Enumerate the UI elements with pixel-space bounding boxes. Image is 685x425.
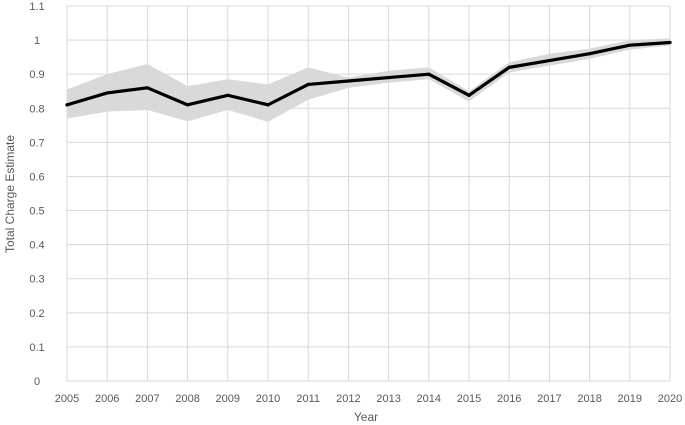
x-tick-label: 2005 xyxy=(55,393,79,405)
series-lines xyxy=(65,40,672,107)
y-tick-label: 0.6 xyxy=(29,171,44,183)
x-tick-label: 2011 xyxy=(296,393,320,405)
x-tick-label: 2016 xyxy=(497,393,521,405)
x-tick-label: 2017 xyxy=(537,393,561,405)
data-point xyxy=(65,103,69,107)
grid-lines xyxy=(66,5,671,382)
x-tick-label: 2019 xyxy=(618,393,642,405)
y-tick-label: 1 xyxy=(34,35,40,47)
x-tick-label: 2010 xyxy=(256,393,280,405)
y-tick-label: 0.9 xyxy=(29,69,44,81)
y-tick-labels: 0 0.1 0.2 0.3 0.4 0.5 0.6 0.7 0.8 0.9 1 1.1 xyxy=(29,1,44,388)
data-point xyxy=(266,103,270,107)
x-tick-label: 2006 xyxy=(95,393,119,405)
x-tick-label: 2007 xyxy=(135,393,159,405)
data-point xyxy=(588,52,592,56)
x-axis-title: Year xyxy=(354,410,378,424)
data-point xyxy=(306,82,310,87)
y-tick-label: 0.5 xyxy=(29,206,44,218)
x-tick-label: 2020 xyxy=(658,393,682,405)
x-tick-label: 2018 xyxy=(577,393,601,405)
x-tick-label: 2013 xyxy=(376,393,400,405)
x-tick-label: 2014 xyxy=(417,393,441,405)
y-tick-label: 0.4 xyxy=(29,240,44,252)
data-point xyxy=(547,58,552,63)
data-point xyxy=(145,86,149,90)
data-point xyxy=(226,93,230,97)
y-tick-label: 1.1 xyxy=(29,1,44,13)
y-tick-label: 0.7 xyxy=(29,137,44,149)
data-point xyxy=(346,79,350,83)
x-tick-label: 2008 xyxy=(175,393,199,405)
y-axis-title: Total Charge Estimate xyxy=(3,135,17,253)
data-point xyxy=(628,43,632,47)
x-tick-label: 2009 xyxy=(216,393,240,405)
y-tick-label: 0.3 xyxy=(29,274,44,286)
data-point xyxy=(186,103,190,107)
data-point xyxy=(105,91,109,95)
y-tick-label: 0.2 xyxy=(29,308,44,320)
x-tick-label: 2012 xyxy=(336,393,360,405)
data-point xyxy=(387,75,391,80)
data-point xyxy=(467,93,471,97)
x-tick-labels: 2005 2006 2007 2008 2009 2010 2011 2012 2013 2014… xyxy=(55,393,682,405)
data-point xyxy=(507,65,511,69)
data-point xyxy=(668,40,672,45)
y-tick-label: 0 xyxy=(34,376,40,388)
series-line xyxy=(65,40,672,107)
y-tick-label: 0.8 xyxy=(29,103,44,115)
x-tick-label: 2015 xyxy=(457,393,481,405)
y-tick-label: 0.1 xyxy=(29,342,44,354)
data-point xyxy=(427,72,431,76)
